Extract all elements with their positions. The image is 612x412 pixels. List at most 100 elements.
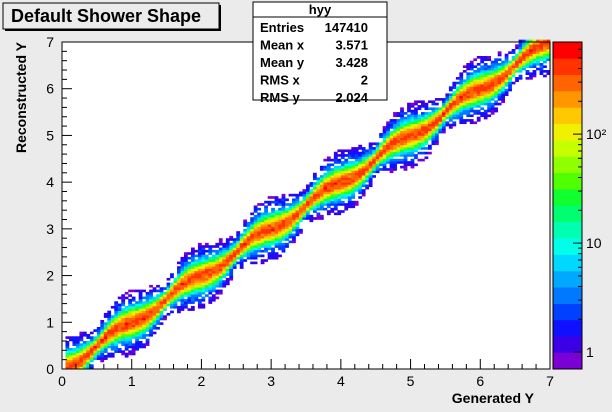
heatmap-cell [285,242,289,246]
heatmap-cell [407,144,411,148]
heatmap-cell [299,231,303,234]
heatmap-cell [184,261,188,265]
heatmap-cell [483,63,488,66]
heatmap-cell [455,95,460,99]
heatmap-cell [288,231,293,234]
heatmap-cell [149,324,153,328]
heatmap-cell [93,347,98,351]
heatmap-cell [173,305,178,309]
heatmap-cell [232,240,237,244]
heatmap-cell [438,130,443,134]
heatmap-cell [222,266,227,269]
heatmap-cell [476,116,481,120]
heatmap-cell [117,303,122,307]
heatmap-cell [525,63,530,66]
heatmap-cell [522,44,526,47]
heatmap-cell [508,81,512,85]
heatmap-cell [187,301,192,304]
heatmap-cell [414,144,418,148]
heatmap-cell [121,333,126,337]
heatmap-cell [473,93,478,97]
heatmap-cell [532,72,537,75]
heatmap-cell [100,331,105,335]
heatmap-cell [204,294,209,297]
heatmap-cell [476,98,481,101]
heatmap-cell [204,245,209,248]
heatmap-cell [204,277,209,281]
heatmap-cell [476,70,481,73]
heatmap-cell [295,219,300,223]
y-tick-label: 3 [46,221,54,237]
heatmap-cell [128,338,133,342]
heatmap-cell [501,65,505,68]
heatmap-cell [82,357,87,360]
heatmap-cell [497,67,502,71]
heatmap-cell [292,207,296,211]
heatmap-cell [546,49,551,52]
heatmap-cell [239,247,244,251]
heatmap-cell [431,128,436,132]
heatmap-cell [194,282,199,286]
heatmap-cell [396,158,401,162]
heatmap-cell [75,366,80,370]
heatmap-cell [86,364,91,367]
heatmap-cell [508,67,512,71]
heatmap-cell [260,245,265,248]
heatmap-cell [65,345,70,349]
heatmap-cell [428,126,432,129]
heatmap-cell [466,77,471,80]
heatmap-cell [330,186,335,190]
heatmap-cell [469,74,474,78]
heatmap-cell [316,203,321,206]
heatmap-cell [469,84,474,87]
heatmap-cell [292,217,296,220]
heatmap-cell [494,93,499,97]
heatmap-cell [292,221,296,225]
heatmap-cell [190,289,195,293]
heatmap-cell [410,112,415,115]
heatmap-cell [473,98,478,101]
heatmap-cell [306,193,310,197]
heatmap-cell [142,312,146,316]
heatmap-cell [218,242,223,246]
heatmap-cell [312,193,317,197]
heatmap-cell [344,196,349,199]
heatmap-cell [86,354,91,358]
heatmap-cell [368,163,373,167]
heatmap-cell [483,91,488,94]
heatmap-cell [149,308,153,311]
heatmap-cell [267,242,272,246]
heatmap-cell [382,156,387,160]
heatmap-cell [389,149,394,153]
heatmap-cell [267,240,272,244]
heatmap-cell [177,280,181,283]
heatmap-cell [326,168,331,171]
heatmap-cell [389,170,394,174]
heatmap-cell [128,352,133,356]
heatmap-cell [138,340,143,344]
heatmap-cell [190,298,195,302]
heatmap-cell [476,77,481,80]
heatmap-cell [344,179,349,183]
heatmap-cell [271,233,275,237]
heatmap-cell [100,354,105,358]
heatmap-cell [107,340,112,344]
heatmap-cell [504,67,509,71]
heatmap-cell [480,102,485,106]
heatmap-cell [452,114,457,118]
heatmap-cell [103,347,108,351]
heatmap-cell [236,233,241,237]
heatmap-cell [462,98,467,101]
heatmap-cell [501,74,505,78]
heatmap-cell [417,126,422,129]
heatmap-cell [288,203,293,206]
heatmap-cell [469,63,474,66]
heatmap-cell [187,282,192,286]
heatmap-cell [292,219,296,223]
heatmap-cell [197,242,202,246]
heatmap-cell [65,336,70,339]
heatmap-cell [197,268,202,272]
heatmap-cell [194,254,199,258]
heatmap-cell [410,137,415,141]
heatmap-cell [333,182,338,185]
